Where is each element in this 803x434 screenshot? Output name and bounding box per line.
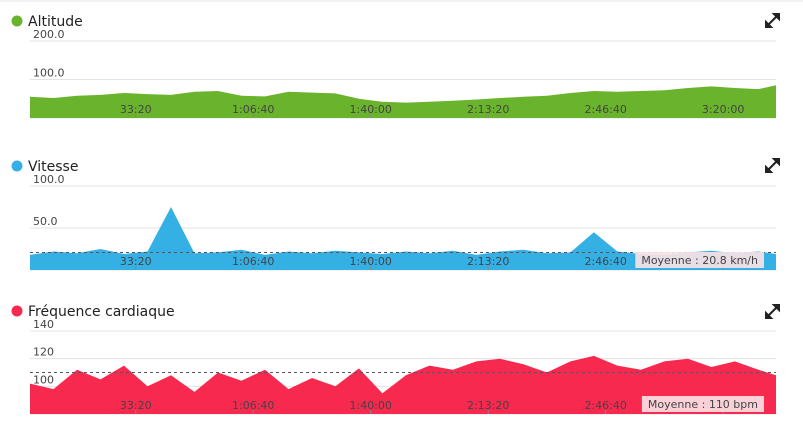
x-tick-label: 33:20 [120, 103, 152, 116]
legend-dot [11, 15, 23, 27]
expand-icon[interactable] [765, 158, 780, 173]
legend-dot [11, 160, 23, 172]
chart-title: Fréquence cardiaque [28, 304, 175, 320]
legend-dot [11, 305, 23, 317]
x-tick-label: 1:40:00 [349, 103, 391, 116]
y-tick-label: 50.0 [33, 215, 58, 228]
y-tick-label: 200.0 [33, 28, 65, 41]
y-tick-label: 140 [33, 318, 54, 331]
x-tick-label: 3:20:00 [702, 103, 744, 116]
x-tick-label: 2:13:20 [467, 255, 509, 268]
area [30, 355, 776, 414]
x-tick-label: 2:46:40 [584, 103, 626, 116]
average-label: Moyenne : 20.8 km/h [641, 254, 758, 267]
y-tick-label: 100.0 [33, 67, 65, 80]
x-tick-label: 2:13:20 [467, 399, 509, 412]
x-tick-label: 2:46:40 [584, 255, 626, 268]
x-tick-label: 1:40:00 [349, 399, 391, 412]
chart-title: Vitesse [28, 159, 78, 175]
y-tick-label: 100 [33, 373, 54, 386]
x-tick-label: 1:40:00 [349, 255, 391, 268]
average-label: Moyenne : 110 bpm [648, 398, 758, 411]
expand-icon[interactable] [765, 304, 780, 319]
x-tick-label: 1:06:40 [232, 399, 274, 412]
chart-title: Altitude [28, 14, 83, 30]
y-tick-label: 120 [33, 346, 54, 359]
area [30, 207, 776, 270]
expand-icon[interactable] [765, 13, 780, 28]
average-label-bg [641, 396, 764, 412]
x-tick-label: 1:06:40 [232, 103, 274, 116]
x-tick-label: 1:06:40 [232, 255, 274, 268]
y-tick-label: 100.0 [33, 173, 65, 186]
x-tick-label: 2:46:40 [584, 399, 626, 412]
x-tick-label: 33:20 [120, 399, 152, 412]
average-label-bg [635, 252, 764, 268]
x-tick-label: 2:13:20 [467, 103, 509, 116]
area [30, 85, 776, 118]
x-tick-label: 33:20 [120, 255, 152, 268]
